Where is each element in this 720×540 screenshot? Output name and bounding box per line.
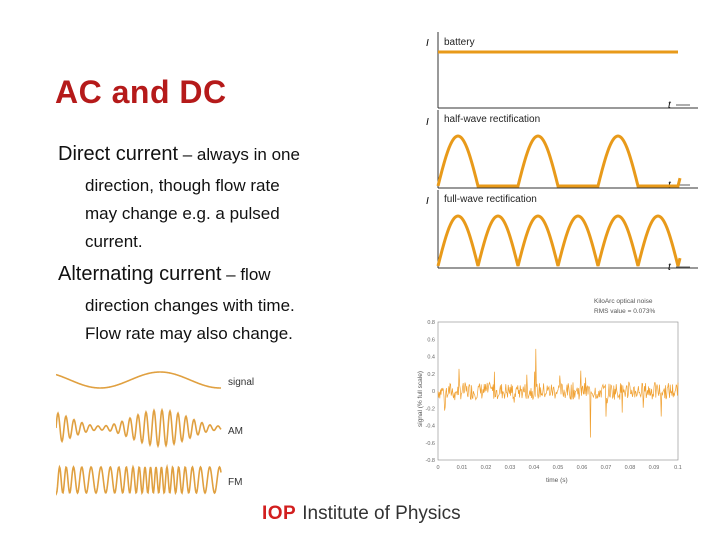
slide-title: AC and DC bbox=[55, 74, 227, 110]
full-wave-curve bbox=[436, 214, 682, 267]
rectification-svg: I battery t I half-wave rectification t … bbox=[426, 32, 698, 273]
noise-y-tick-label: 0.8 bbox=[427, 320, 435, 326]
dc-heading: Direct current – always in one bbox=[58, 143, 300, 166]
full-wave-t-label: t bbox=[668, 262, 672, 273]
fm-label: FM bbox=[228, 477, 242, 488]
noise-x-tick-label: 0.01 bbox=[457, 465, 468, 471]
ac-line: direction changes with time. bbox=[85, 296, 295, 315]
noise-y-tick-label: 0.6 bbox=[427, 337, 435, 343]
fm-wave bbox=[56, 463, 222, 496]
noise-chart-svg: KiloArc optical noise RMS value = 0.073%… bbox=[417, 298, 682, 484]
battery-panel: I battery t bbox=[426, 32, 698, 111]
rectification-diagram: I battery t I half-wave rectification t … bbox=[418, 28, 708, 278]
noise-y-tick-label: -0.8 bbox=[426, 458, 435, 464]
half-wave-i-label: I bbox=[426, 117, 429, 128]
noise-y-tick-label: 0 bbox=[432, 389, 435, 395]
half-wave-curve bbox=[436, 134, 682, 188]
dc-line: current. bbox=[85, 232, 143, 251]
am-wave bbox=[56, 407, 222, 449]
full-wave-panel: I full-wave rectification t bbox=[426, 190, 698, 273]
battery-label: battery bbox=[444, 37, 475, 48]
noise-y-tick-label: -0.2 bbox=[426, 406, 435, 412]
noise-x-tick-label: 0 bbox=[436, 465, 439, 471]
noise-x-label: time (s) bbox=[546, 477, 568, 484]
iop-logo-mark: IOP bbox=[262, 503, 297, 524]
noise-x-tick-label: 0.1 bbox=[674, 465, 682, 471]
dc-lead: Direct current bbox=[58, 143, 179, 165]
ac-line: Flow rate may also change. bbox=[85, 324, 293, 343]
noise-y-tick-label: -0.4 bbox=[426, 424, 435, 430]
full-wave-i-label: I bbox=[426, 196, 429, 207]
noise-x-ticks: 0 0.01 0.02 0.03 0.04 0.05 0.06 0.07 0.08 0.09 0.1 bbox=[436, 465, 681, 471]
noise-y-tick-label: 0.2 bbox=[427, 372, 435, 378]
signal-wave bbox=[56, 371, 222, 389]
noise-chart-rms: RMS value = 0.073% bbox=[594, 308, 655, 315]
noise-x-tick-label: 0.02 bbox=[481, 465, 492, 471]
full-wave-label: full-wave rectification bbox=[444, 194, 537, 205]
dc-line: direction, though flow rate bbox=[85, 176, 280, 195]
iop-logo: IOP Institute of Physics bbox=[262, 503, 461, 525]
half-wave-label: half-wave rectification bbox=[444, 114, 540, 125]
noise-x-tick-label: 0.04 bbox=[529, 465, 540, 471]
am-label: AM bbox=[228, 426, 243, 437]
noise-x-tick-label: 0.07 bbox=[601, 465, 612, 471]
noise-x-tick-label: 0.06 bbox=[577, 465, 588, 471]
ac-dash: – flow bbox=[221, 265, 271, 284]
half-wave-panel: I half-wave rectification t bbox=[426, 110, 698, 191]
noise-trace bbox=[437, 348, 679, 438]
noise-chart: KiloArc optical noise RMS value = 0.073%… bbox=[410, 292, 690, 492]
noise-y-tick-label: 0.4 bbox=[427, 355, 435, 361]
noise-chart-title: KiloArc optical noise bbox=[594, 298, 653, 305]
modulation-svg: signal AM FM bbox=[56, 371, 254, 496]
noise-y-ticks: 0.8 0.6 0.4 0.2 0 -0.2 -0.4 -0.6 -0.8 bbox=[426, 320, 435, 464]
noise-x-tick-label: 0.03 bbox=[505, 465, 516, 471]
dc-description: direction, though flow rate may change e… bbox=[85, 172, 280, 256]
battery-t-label: t bbox=[668, 100, 672, 111]
noise-x-tick-label: 0.08 bbox=[625, 465, 636, 471]
ac-lead: Alternating current bbox=[58, 263, 222, 285]
noise-plot-frame bbox=[437, 321, 679, 461]
iop-logo-name: Institute of Physics bbox=[302, 503, 461, 524]
noise-x-tick-label: 0.05 bbox=[553, 465, 564, 471]
signal-label: signal bbox=[228, 377, 254, 388]
dc-line: may change e.g. a pulsed bbox=[85, 204, 280, 223]
noise-y-label: signal (% full scale) bbox=[417, 371, 424, 427]
ac-heading: Alternating current – flow bbox=[58, 263, 271, 286]
noise-x-tick-label: 0.09 bbox=[649, 465, 660, 471]
dc-dash: – always in one bbox=[178, 145, 300, 164]
modulation-diagram: signal AM FM bbox=[56, 360, 266, 500]
noise-y-tick-label: -0.6 bbox=[426, 441, 435, 447]
battery-i-label: I bbox=[426, 38, 429, 49]
ac-description: direction changes with time. Flow rate m… bbox=[85, 292, 295, 348]
